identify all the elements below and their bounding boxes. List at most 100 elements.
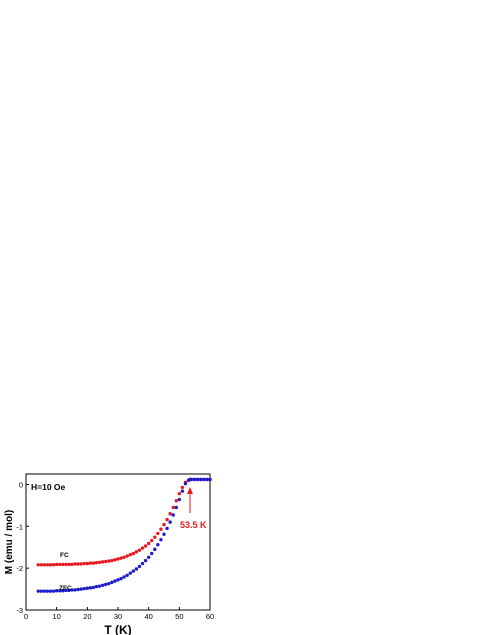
fc-point xyxy=(165,517,169,522)
x-tick-label: 60 xyxy=(206,612,214,621)
zfc-point xyxy=(134,567,139,571)
transition-arrow xyxy=(187,487,193,513)
zfc-point xyxy=(202,477,206,482)
fc-point xyxy=(91,561,96,565)
x-tick-label: 40 xyxy=(144,612,152,621)
zfc-point xyxy=(97,584,102,588)
zfc-point xyxy=(162,532,166,536)
fc-point xyxy=(156,531,160,536)
y-tick-label: -3 xyxy=(16,606,23,615)
zfc-point xyxy=(153,547,157,552)
zfc-point xyxy=(208,477,212,482)
zfc-point xyxy=(91,585,96,590)
fc-point xyxy=(73,562,77,566)
fc-point xyxy=(39,563,44,567)
field-annotation: H=10 Oe xyxy=(31,482,66,492)
fc-point xyxy=(171,505,175,510)
zfc-point xyxy=(64,588,68,593)
fc-point xyxy=(159,527,163,531)
zfc-point xyxy=(143,558,148,563)
zfc-point xyxy=(70,588,74,592)
x-tick-label: 20 xyxy=(83,612,91,621)
zfc-point xyxy=(122,575,126,579)
x-axis-label: T (K) xyxy=(104,623,131,635)
fc-point xyxy=(45,563,50,567)
zfc-point xyxy=(174,505,178,510)
zfc-series xyxy=(36,477,212,593)
x-tick-label: 50 xyxy=(175,612,183,621)
fc-point xyxy=(94,561,99,565)
fc-point xyxy=(162,522,166,527)
fc-point xyxy=(58,562,62,567)
zfc-point xyxy=(48,589,53,593)
fc-point xyxy=(153,535,157,539)
zfc-point xyxy=(189,477,194,482)
zfc-point xyxy=(73,588,77,592)
zfc-point xyxy=(94,584,99,589)
fc-point xyxy=(122,555,126,559)
fc-point xyxy=(76,562,80,566)
fc-point xyxy=(97,560,102,564)
fc-point xyxy=(168,512,172,516)
fc-point xyxy=(134,550,139,554)
fc-point xyxy=(42,563,47,567)
y-ticks: 0 -1 -2 -3 xyxy=(16,480,29,615)
zfc-point xyxy=(131,569,136,573)
y-tick-label: -1 xyxy=(16,522,23,531)
fc-point xyxy=(177,491,182,496)
fc-point xyxy=(100,560,105,564)
zfc-point xyxy=(196,477,200,482)
zfc-point xyxy=(192,477,197,482)
zfc-point xyxy=(168,520,172,524)
fc-point xyxy=(70,562,74,567)
fc-point xyxy=(88,561,93,565)
zfc-point xyxy=(113,579,117,583)
y-tick-label: -2 xyxy=(16,564,23,573)
fc-point xyxy=(85,561,90,566)
fc-point xyxy=(137,548,142,552)
zfc-point xyxy=(76,587,80,592)
x-tick-label: 10 xyxy=(52,612,60,621)
zfc-point xyxy=(45,589,50,593)
zfc-point xyxy=(42,589,47,593)
zfc-point xyxy=(39,589,44,593)
fc-point xyxy=(79,562,83,566)
zfc-point xyxy=(177,497,182,502)
zfc-point xyxy=(146,555,151,559)
zfc-point xyxy=(205,477,209,482)
fc-point xyxy=(54,562,59,567)
fc-point xyxy=(110,558,114,563)
plot-area: 0 10 20 30 40 50 60 0 -1 -2 -3 xyxy=(16,473,214,621)
zfc-point xyxy=(183,481,188,486)
fc-point xyxy=(64,562,68,567)
fc-point xyxy=(107,559,111,563)
fc-point xyxy=(61,562,65,567)
fc-point xyxy=(67,562,71,567)
fc-point xyxy=(125,554,129,558)
fc-point xyxy=(104,559,108,564)
y-tick-label: 0 xyxy=(19,480,23,489)
zfc-point xyxy=(159,538,163,542)
fc-point xyxy=(174,499,178,503)
zfc-point xyxy=(119,576,123,581)
zfc-point xyxy=(54,589,59,593)
fc-point xyxy=(119,556,123,560)
fc-label: FC xyxy=(60,552,69,559)
fc-point xyxy=(140,546,145,550)
zfc-point xyxy=(88,586,93,590)
fc-point xyxy=(116,557,120,561)
zfc-point xyxy=(156,543,160,547)
zfc-point xyxy=(67,588,71,593)
zfc-point xyxy=(199,477,203,482)
zfc-point xyxy=(140,561,145,566)
zfc-point xyxy=(100,583,105,588)
x-tick-label: 30 xyxy=(114,612,122,621)
fc-point xyxy=(48,563,53,567)
zfc-point xyxy=(150,551,154,556)
transition-label: 53.5 K xyxy=(180,520,207,530)
fc-point xyxy=(150,538,154,543)
fc-point xyxy=(180,485,185,490)
zfc-point xyxy=(79,587,83,591)
zfc-point xyxy=(171,513,175,517)
